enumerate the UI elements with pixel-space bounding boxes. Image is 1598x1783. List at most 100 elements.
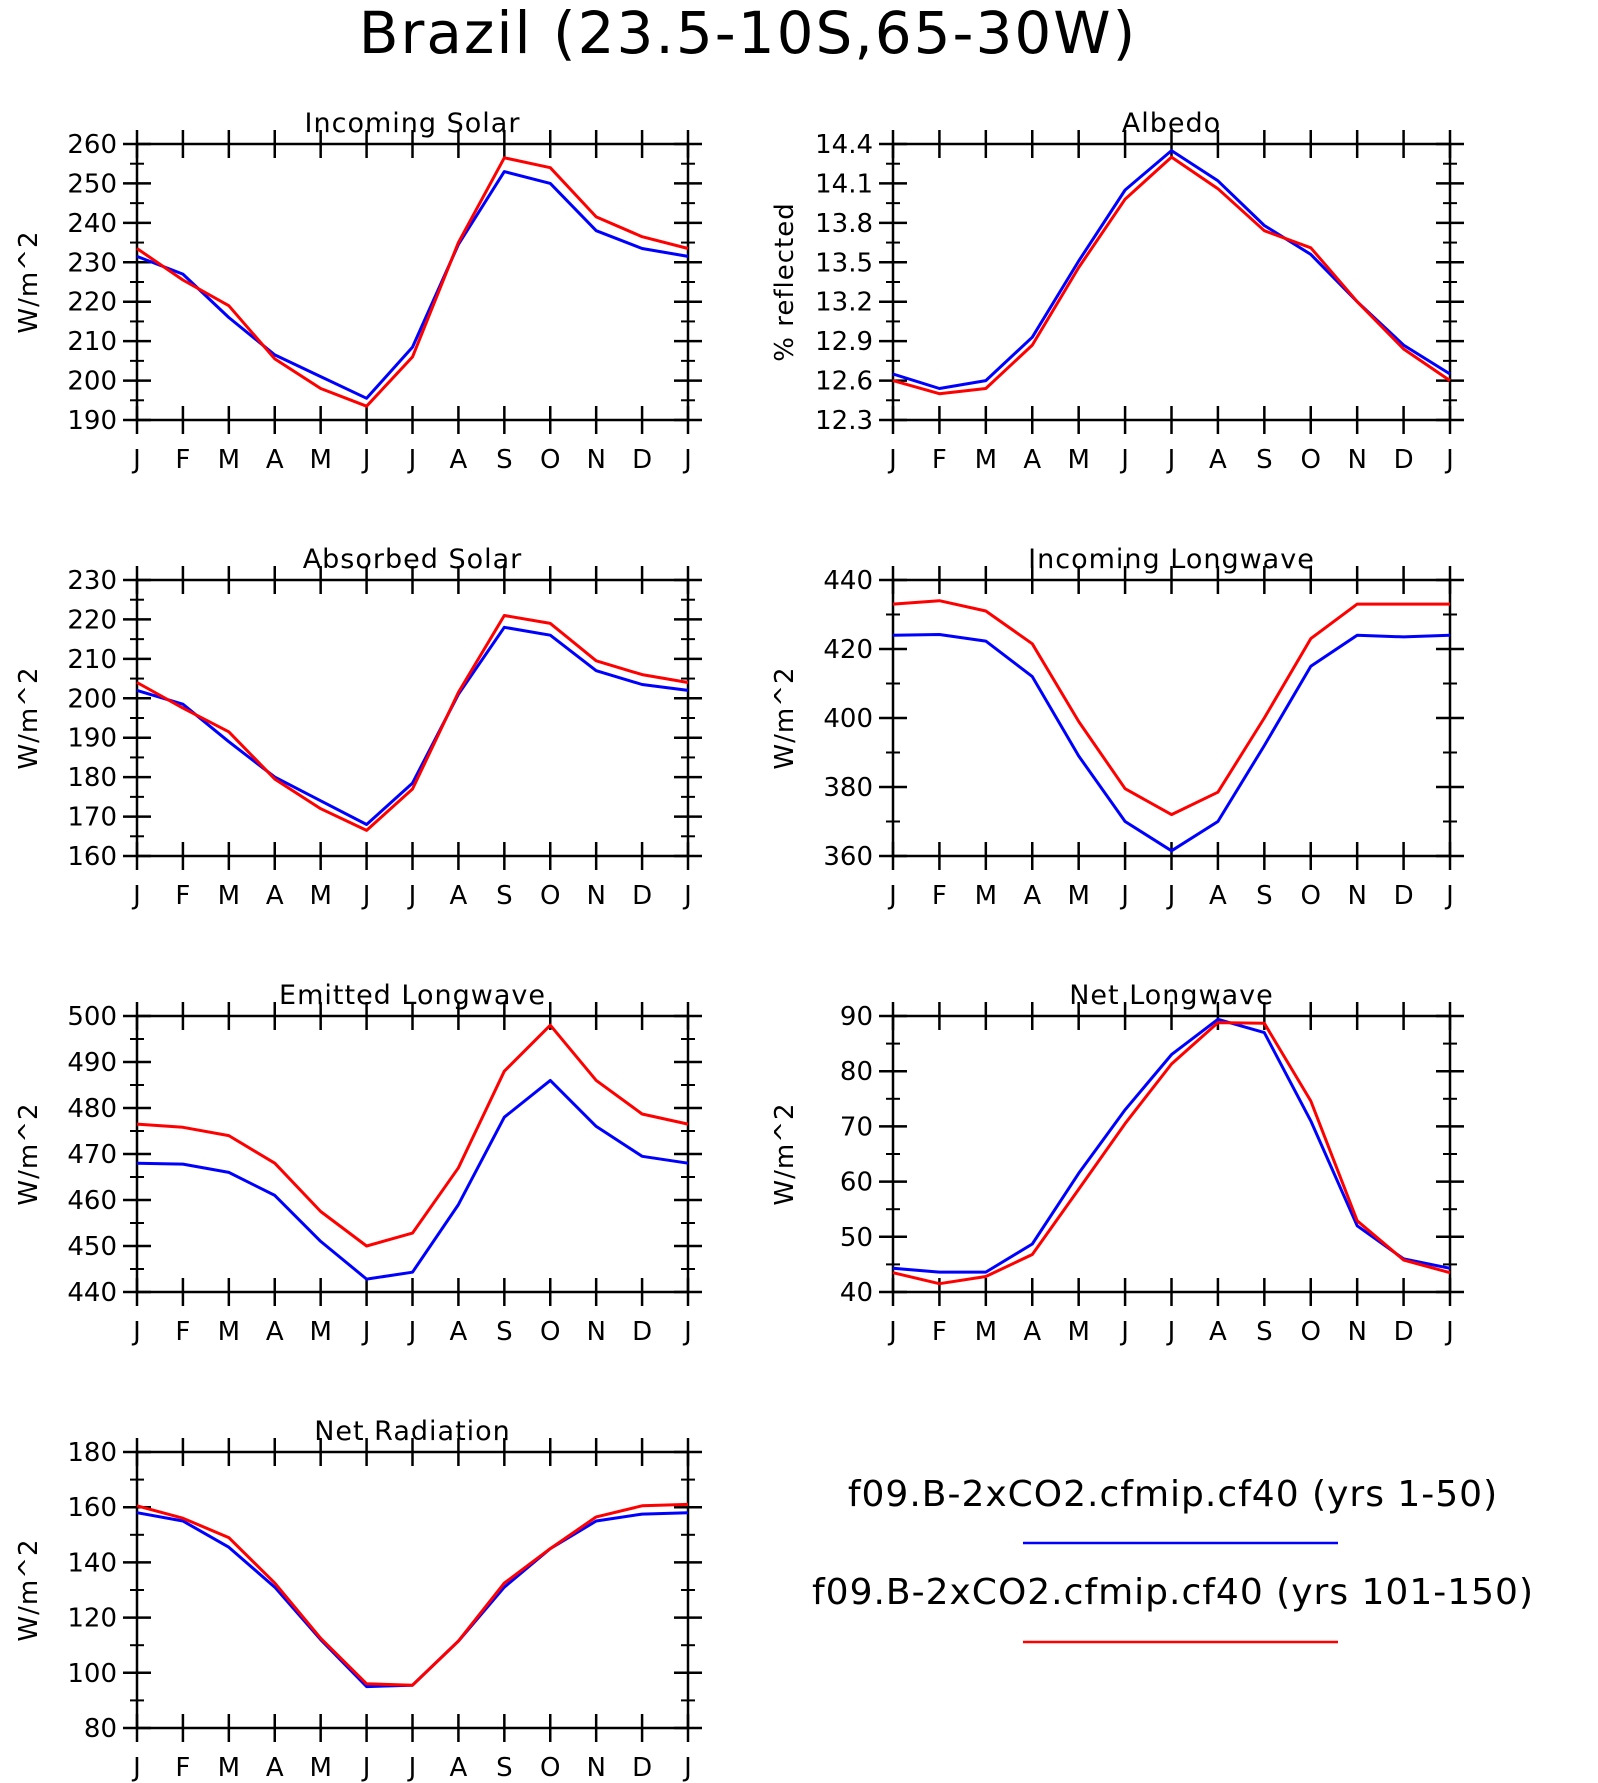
y-tick-label: 180	[67, 763, 117, 793]
x-tick-label: S	[1256, 881, 1273, 911]
x-tick-label: J	[887, 1317, 897, 1347]
x-tick-label: F	[932, 1317, 947, 1347]
x-tick-label: J	[887, 445, 897, 475]
y-tick-label: 60	[840, 1168, 873, 1198]
x-tick-label: A	[1209, 881, 1227, 911]
x-tick-label: J	[131, 1317, 141, 1347]
x-tick-label: A	[266, 1317, 284, 1347]
x-tick-label: A	[450, 1317, 468, 1347]
y-tick-label: 200	[67, 684, 117, 714]
x-tick-label: A	[450, 881, 468, 911]
series-line-1	[136, 1511, 689, 1689]
x-tick-label: M	[975, 881, 997, 911]
x-tick-label: J	[407, 1753, 417, 1783]
y-tick-label: 190	[67, 724, 117, 754]
x-tick-label: N	[586, 881, 605, 911]
x-tick-label: J	[1444, 445, 1454, 475]
x-tick-label: M	[1067, 1317, 1089, 1347]
x-tick-label: N	[586, 1753, 605, 1783]
x-tick-label: M	[975, 445, 997, 475]
series-line-1	[892, 1017, 1451, 1274]
y-axis-label: % reflected	[770, 202, 800, 361]
x-tick-label: A	[266, 881, 284, 911]
plot-frame	[891, 142, 1452, 422]
x-tick-label: M	[309, 881, 331, 911]
y-tick-label: 210	[67, 327, 117, 357]
series-line-2	[892, 599, 1450, 817]
x-tick-label: J	[1166, 445, 1176, 475]
y-tick-label: 100	[67, 1659, 117, 1689]
x-tick-label: O	[540, 1753, 560, 1783]
figure-title: Brazil (23.5-10S,65-30W)	[359, 0, 1138, 67]
x-tick-label: F	[175, 881, 190, 911]
plot-frame	[135, 142, 690, 422]
x-tick-label: A	[1209, 1317, 1227, 1347]
x-tick-label: F	[175, 445, 190, 475]
y-tick-label: 13.5	[815, 248, 873, 278]
x-tick-label: J	[887, 881, 897, 911]
series-line-1	[136, 1078, 689, 1281]
y-tick-label: 250	[67, 169, 117, 199]
x-tick-label: A	[450, 1753, 468, 1783]
y-tick-label: 360	[823, 842, 873, 872]
y-tick-label: 14.4	[815, 130, 873, 160]
x-tick-label: D	[1394, 445, 1414, 475]
x-tick-label: A	[1209, 445, 1227, 475]
y-tick-label: 160	[67, 842, 117, 872]
y-tick-label: 500	[67, 1002, 117, 1032]
x-tick-label: N	[586, 445, 605, 475]
x-tick-label: M	[1067, 881, 1089, 911]
y-tick-label: 240	[67, 209, 117, 239]
x-tick-label: N	[1347, 1317, 1366, 1347]
x-tick-label: S	[1256, 445, 1273, 475]
x-tick-label: M	[218, 881, 240, 911]
y-tick-label: 490	[67, 1048, 117, 1078]
x-tick-label: O	[1301, 445, 1321, 475]
y-tick-label: 140	[67, 1548, 117, 1578]
x-tick-label: D	[632, 445, 652, 475]
x-tick-label: F	[175, 1317, 190, 1347]
y-tick-label: 460	[67, 1186, 117, 1216]
x-tick-label: N	[1347, 881, 1366, 911]
x-tick-label: J	[1166, 881, 1176, 911]
y-tick-label: 12.9	[815, 327, 873, 357]
y-tick-label: 230	[67, 248, 117, 278]
x-tick-label: O	[1301, 1317, 1321, 1347]
y-tick-label: 450	[67, 1232, 117, 1262]
x-tick-label: J	[682, 445, 692, 475]
x-tick-label: M	[309, 1753, 331, 1783]
x-tick-label: J	[407, 881, 417, 911]
x-tick-label: M	[975, 1317, 997, 1347]
x-tick-label: J	[361, 1317, 371, 1347]
y-tick-label: 180	[67, 1438, 117, 1468]
x-tick-label: A	[1023, 445, 1041, 475]
x-tick-label: J	[361, 1753, 371, 1783]
x-tick-label: F	[175, 1753, 190, 1783]
legend: f09.B-2xCO2.cfmip.cf40 (yrs 1-50) f09.B-…	[812, 1474, 1533, 1644]
x-tick-label: M	[218, 1753, 240, 1783]
x-tick-label: J	[682, 1317, 692, 1347]
x-tick-label: S	[496, 1317, 513, 1347]
x-tick-label: A	[266, 445, 284, 475]
x-tick-label: N	[586, 1317, 605, 1347]
x-tick-label: D	[632, 1753, 652, 1783]
y-tick-label: 400	[823, 704, 873, 734]
y-tick-label: 80	[84, 1714, 117, 1744]
y-tick-label: 440	[67, 1278, 117, 1308]
y-tick-label: 13.8	[815, 209, 873, 239]
y-tick-label: 480	[67, 1094, 117, 1124]
y-tick-label: 420	[823, 635, 873, 665]
series-line-2	[136, 1502, 689, 1687]
x-tick-label: S	[496, 445, 513, 475]
x-tick-label: S	[496, 881, 513, 911]
y-tick-label: 50	[840, 1223, 873, 1253]
x-tick-label: J	[131, 1753, 141, 1783]
y-axis-label: W/m^2	[14, 666, 44, 769]
series-line-2	[892, 1021, 1451, 1286]
